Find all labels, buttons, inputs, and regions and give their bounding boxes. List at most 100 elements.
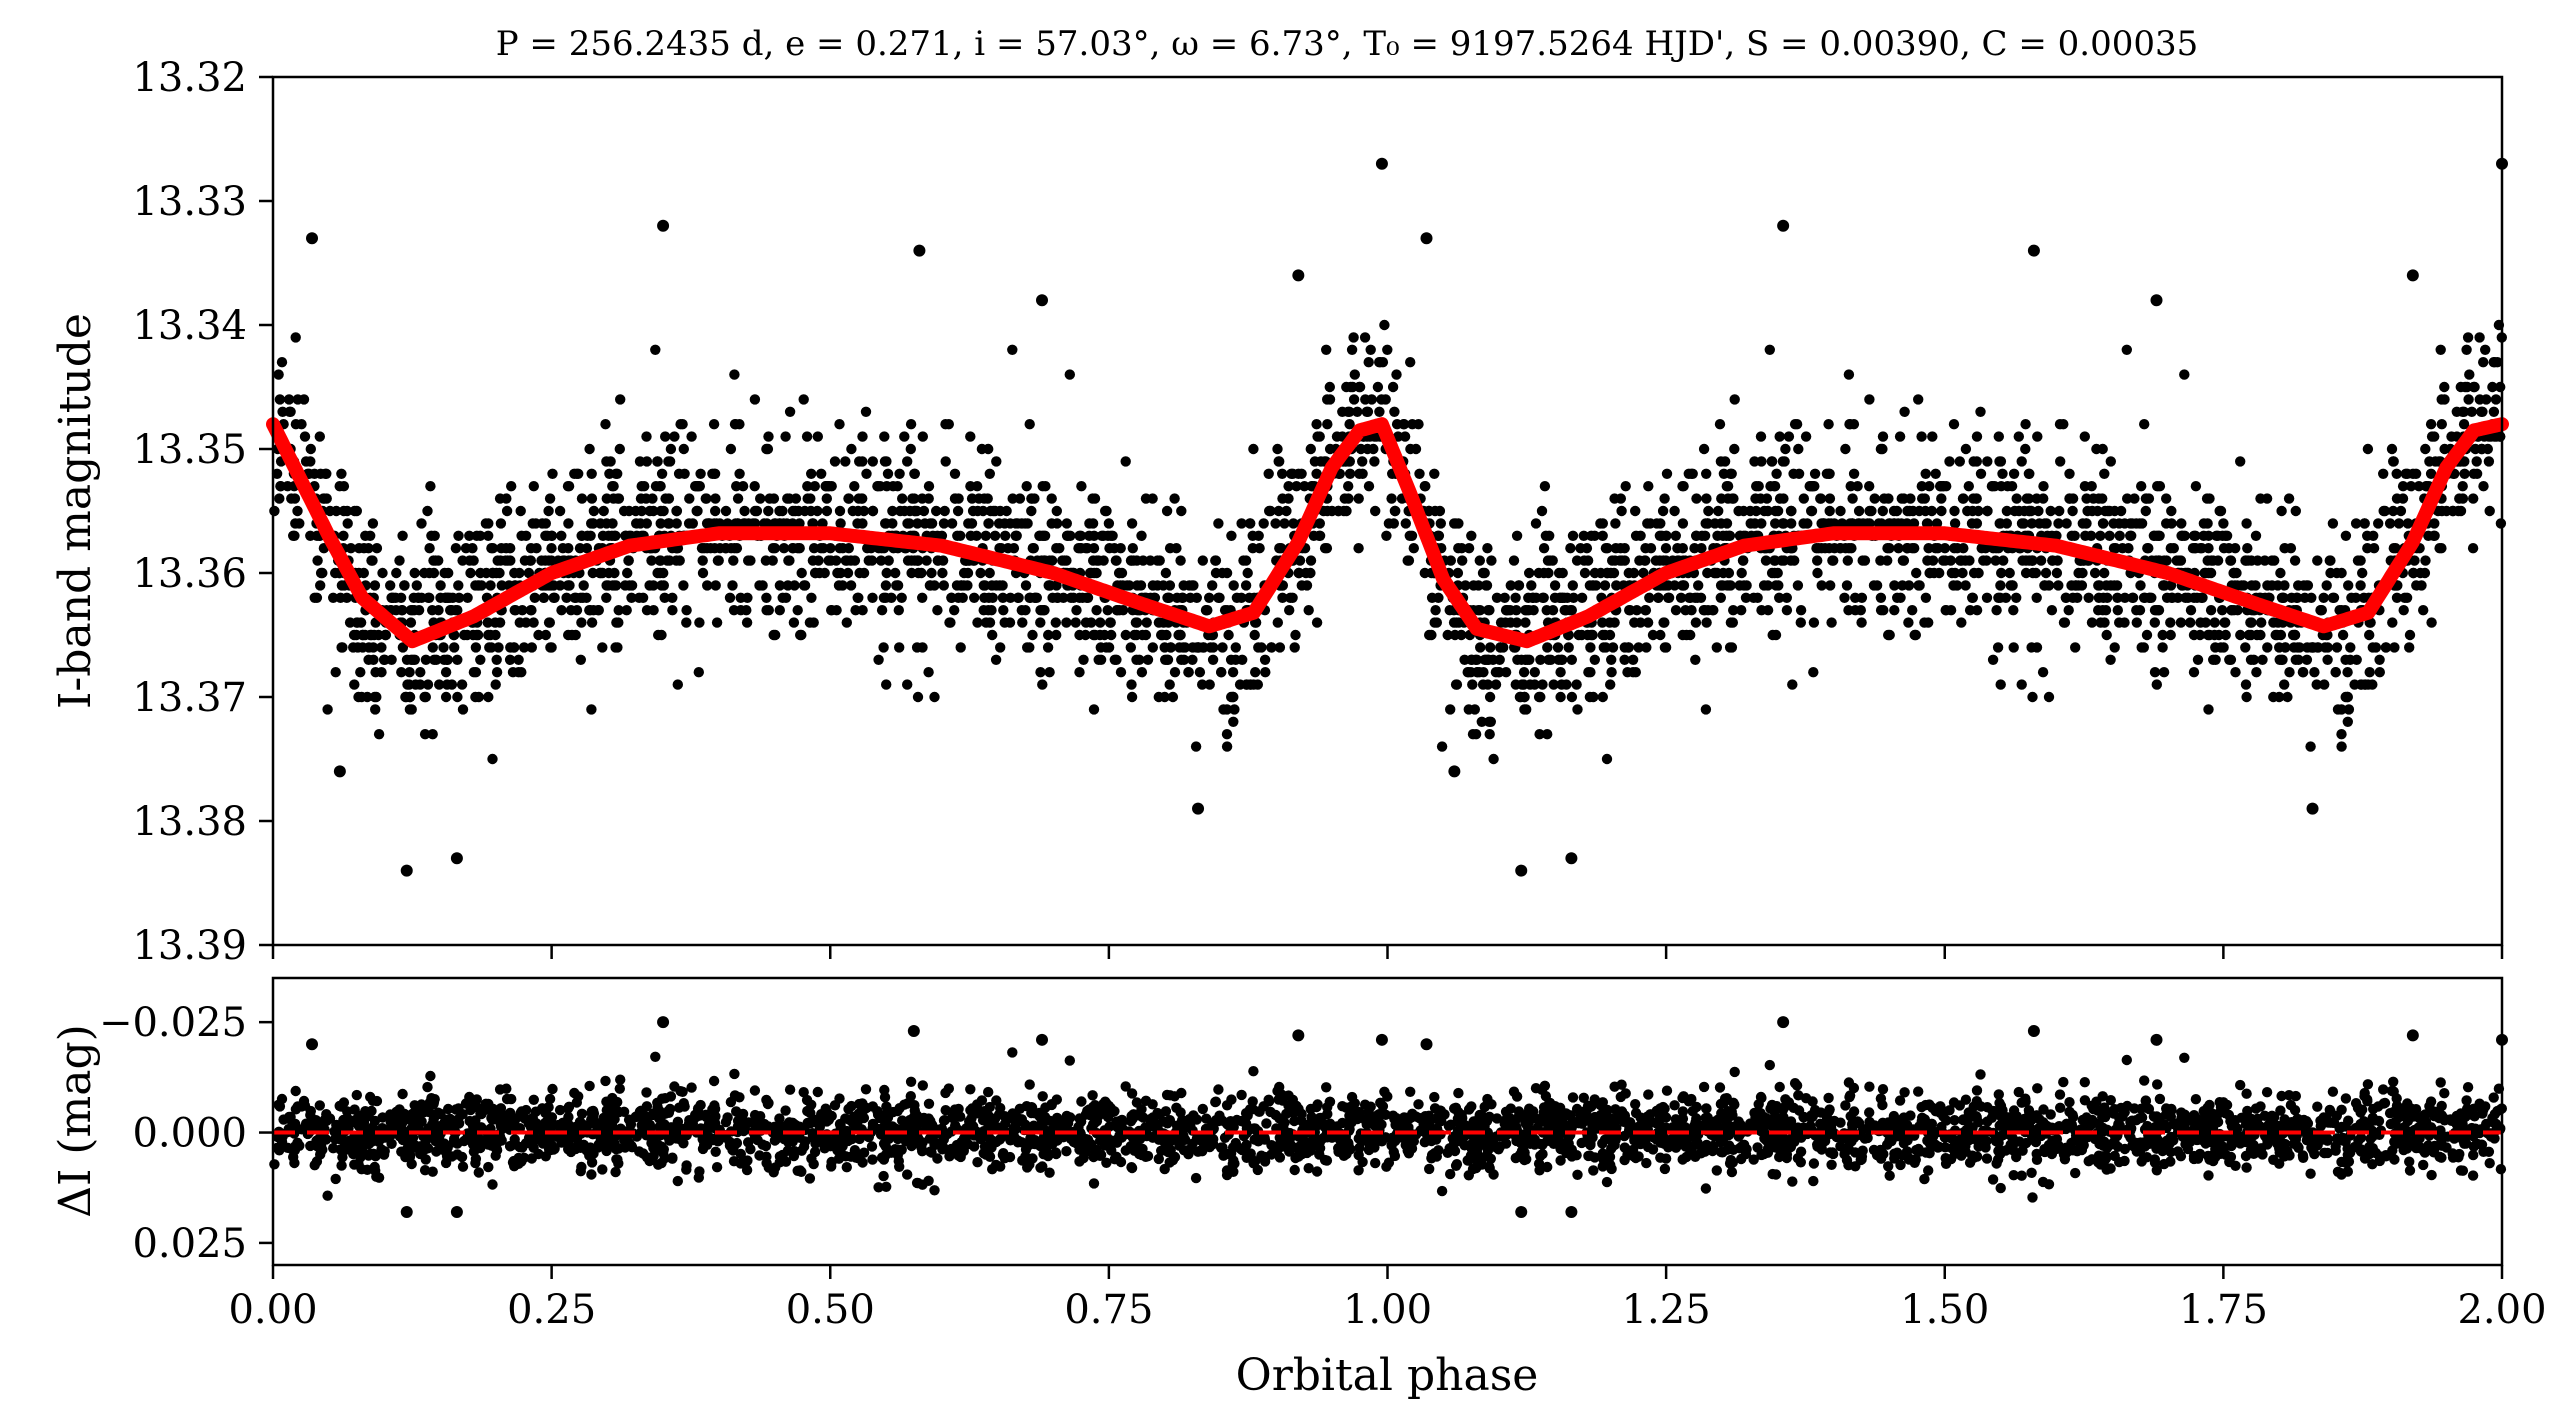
data-point bbox=[1088, 629, 1099, 641]
data-point bbox=[1884, 518, 1896, 529]
data-point bbox=[821, 505, 833, 517]
data-point bbox=[449, 642, 460, 653]
data-point bbox=[2425, 419, 2437, 430]
data-point bbox=[2336, 567, 2347, 579]
data-point bbox=[1633, 642, 1644, 653]
data-point bbox=[1825, 518, 1837, 529]
data-point bbox=[926, 518, 938, 529]
residual-point bbox=[554, 1104, 566, 1116]
data-point bbox=[1911, 567, 1922, 579]
data-point bbox=[367, 555, 378, 566]
data-point bbox=[702, 580, 713, 591]
data-point bbox=[774, 580, 786, 591]
data-point bbox=[2008, 468, 2020, 479]
data-point bbox=[2340, 530, 2352, 541]
data-point bbox=[1700, 518, 1711, 529]
data-point bbox=[655, 518, 666, 529]
data-point bbox=[2013, 431, 2025, 442]
data-point bbox=[965, 431, 976, 442]
data-point bbox=[671, 518, 682, 529]
data-point bbox=[1853, 505, 1865, 517]
data-point bbox=[2157, 629, 2168, 641]
data-point bbox=[1433, 592, 1444, 603]
data-point bbox=[1677, 481, 1688, 492]
data-point bbox=[584, 605, 595, 616]
data-point bbox=[1778, 493, 1789, 504]
y-tick-label: 13.32 bbox=[132, 55, 247, 101]
data-point bbox=[1766, 567, 1778, 579]
data-point bbox=[1843, 605, 1854, 616]
data-point bbox=[2001, 505, 2013, 517]
data-point bbox=[1866, 505, 1877, 517]
residual-point bbox=[1326, 1132, 1338, 1143]
data-point bbox=[984, 617, 996, 628]
data-point bbox=[1913, 394, 1924, 405]
data-point bbox=[809, 567, 821, 579]
data-point bbox=[2380, 642, 2392, 653]
data-point bbox=[2195, 543, 2206, 554]
data-point bbox=[467, 543, 478, 554]
data-point bbox=[1217, 642, 1228, 653]
data-point bbox=[1793, 443, 1804, 455]
residual-point bbox=[694, 1166, 705, 1177]
data-point bbox=[1073, 543, 1084, 554]
data-point bbox=[1650, 555, 1662, 566]
data-point bbox=[282, 481, 293, 492]
data-point bbox=[2016, 679, 2027, 690]
data-point bbox=[2241, 691, 2252, 703]
data-point bbox=[1949, 505, 1960, 517]
data-point bbox=[1061, 617, 1072, 628]
data-point bbox=[2402, 518, 2414, 529]
residual-point bbox=[1249, 1123, 1260, 1134]
data-point bbox=[1774, 431, 1785, 442]
data-point bbox=[2318, 592, 2329, 603]
data-point bbox=[2167, 592, 2178, 603]
data-point bbox=[1137, 555, 1149, 566]
data-point bbox=[1659, 642, 1671, 653]
residual-point bbox=[483, 1139, 494, 1150]
data-point bbox=[2112, 592, 2123, 603]
data-point bbox=[1258, 518, 1269, 529]
data-point bbox=[557, 543, 569, 554]
data-point bbox=[1630, 667, 1642, 678]
data-point bbox=[647, 493, 658, 504]
data-point bbox=[1467, 679, 1478, 690]
data-point bbox=[1696, 543, 1707, 554]
data-point bbox=[504, 654, 516, 665]
data-point bbox=[1844, 419, 1855, 430]
data-point bbox=[2429, 431, 2440, 442]
data-point bbox=[546, 543, 557, 554]
data-point bbox=[613, 605, 624, 616]
data-point bbox=[1216, 667, 1227, 678]
data-point bbox=[1990, 555, 2001, 566]
data-point bbox=[805, 505, 817, 517]
data-point bbox=[1927, 555, 1939, 566]
data-point bbox=[997, 592, 1009, 603]
data-point bbox=[972, 505, 983, 517]
data-point bbox=[2336, 741, 2347, 752]
residual-point bbox=[540, 1107, 551, 1119]
data-point bbox=[867, 456, 878, 467]
data-point bbox=[1308, 530, 1320, 541]
residual-point bbox=[1261, 1118, 1272, 1129]
data-point bbox=[1281, 505, 1292, 517]
data-point bbox=[1405, 357, 1416, 368]
data-point bbox=[556, 605, 567, 616]
data-point bbox=[761, 592, 772, 603]
data-point bbox=[1578, 530, 1590, 541]
data-point bbox=[2395, 505, 2407, 517]
data-point bbox=[2276, 654, 2287, 665]
data-point bbox=[434, 679, 445, 690]
data-point bbox=[660, 431, 671, 442]
data-point bbox=[2274, 691, 2285, 703]
data-point bbox=[906, 567, 917, 579]
data-point bbox=[1691, 493, 1702, 504]
data-point bbox=[1197, 555, 1209, 566]
data-point bbox=[1780, 443, 1791, 455]
data-point bbox=[1369, 456, 1380, 467]
data-point bbox=[576, 530, 587, 541]
data-point bbox=[858, 567, 870, 579]
data-point bbox=[1864, 481, 1875, 492]
residual-point bbox=[397, 1088, 408, 1100]
residual-point bbox=[1029, 1138, 1041, 1150]
